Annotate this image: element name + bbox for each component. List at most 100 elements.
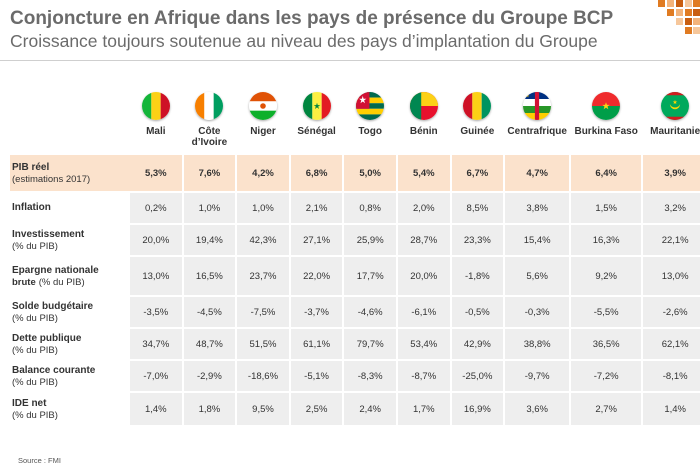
table-cell: 1,7%: [397, 393, 452, 425]
table-cell: 1,5%: [571, 193, 644, 223]
table-cell: 23,3%: [451, 225, 506, 255]
table-cell: -7,2%: [571, 361, 644, 391]
table-cell: 3,6%: [505, 393, 572, 425]
row-label-main: Balance courante: [12, 364, 96, 376]
table-cell: 22,1%: [643, 225, 700, 255]
table-row: Investissement (% du PIB) 20,0% 19,4% 42,3% 2…: [10, 223, 700, 255]
table-cell: -9,7%: [505, 361, 572, 391]
table-row: PIB réel (estimations 2017) 5,3% 7,6% 4,2% 6,…: [10, 154, 700, 191]
country-niger: Niger: [237, 92, 291, 154]
table-cell: 2,7%: [571, 393, 644, 425]
table-cell: 62,1%: [643, 329, 700, 359]
table-row: Dette publique (% du PIB) 34,7% 48,7% 51,5% 6…: [10, 327, 700, 359]
guinee-flag-icon: [463, 92, 492, 120]
row-label-main: IDE net: [12, 397, 47, 409]
row-label: Balance courante (% du PIB): [10, 361, 130, 391]
row-label-main: Epargne nationale: [12, 264, 99, 276]
table-cell: 1,4%: [643, 393, 700, 425]
table-cell: 25,9%: [344, 225, 398, 255]
row-label: Solde budgétaire (% du PIB): [10, 297, 130, 327]
header-corner: [10, 92, 130, 154]
row-label-main: Solde budgétaire: [12, 300, 94, 312]
table-cell: 42,3%: [237, 225, 291, 255]
table-cell: -1,8%: [451, 257, 506, 295]
country-header-row: Mali Côte d’Ivoire Niger Sénégal Togo: [10, 92, 700, 154]
table-row: IDE net (% du PIB) 1,4% 1,8% 9,5% 2,5% 2,4% 1,7…: [10, 391, 700, 425]
table-cell: 61,1%: [290, 329, 345, 359]
table-cell: 23,7%: [237, 257, 291, 295]
row-label: Dette publique (% du PIB): [10, 329, 130, 359]
table-cell: 5,0%: [344, 155, 398, 191]
row-label-line2: brute (% du PIB): [12, 277, 130, 288]
table-cell: 3,9%: [643, 155, 700, 191]
table-cell: -2,6%: [643, 297, 700, 327]
togo-flag-icon: [356, 92, 385, 120]
burkina-faso-flag-icon: [592, 92, 621, 120]
mali-flag-icon: [141, 92, 170, 120]
country-name: Guinée: [460, 126, 495, 137]
table-cell: 7,6%: [183, 155, 238, 191]
table-cell: -8,1%: [643, 361, 700, 391]
table-cell: -18,6%: [237, 361, 291, 391]
table-cell: 1,0%: [237, 193, 291, 223]
table-cell: 15,4%: [505, 225, 572, 255]
table-row: Inflation 0,2% 1,0% 1,0% 2,1% 0,8% 2,0% 8,5% 3,8…: [10, 191, 700, 223]
row-label-sub: (estimations 2017): [12, 173, 91, 185]
row-label-sub: (% du PIB): [12, 240, 58, 252]
table-cell: 16,9%: [451, 393, 506, 425]
country-name: Niger: [250, 126, 276, 137]
table-cell: -25,0%: [451, 361, 506, 391]
country-name: Côte d’Ivoire: [191, 126, 228, 148]
table-cell: 5,6%: [505, 257, 572, 295]
table-cell: -7,0%: [130, 361, 184, 391]
centrafrique-flag-icon: [523, 92, 552, 120]
page-subtitle: Croissance toujours soutenue au niveau d…: [10, 31, 598, 51]
table-cell: 5,3%: [130, 155, 184, 191]
row-label-main: Inflation: [12, 202, 51, 213]
table-cell: 16,3%: [571, 225, 644, 255]
benin-flag-icon: [409, 92, 438, 120]
table-cell: 4,2%: [237, 155, 291, 191]
country-name: Sénégal: [297, 126, 336, 137]
table-cell: 9,2%: [571, 257, 644, 295]
country-senegal: Sénégal: [291, 92, 345, 154]
senegal-flag-icon: [302, 92, 331, 120]
table-cell: -0,3%: [505, 297, 572, 327]
table-cell: 0,2%: [130, 193, 184, 223]
row-label-line2-bold: brute: [12, 276, 36, 288]
table-cell: 2,0%: [397, 193, 452, 223]
table-cell: 22,0%: [290, 257, 345, 295]
country-name: Bénin: [409, 126, 438, 137]
table-cell: 6,8%: [290, 155, 345, 191]
cote-divoire-flag-icon: [195, 92, 224, 120]
table-cell: 36,5%: [571, 329, 644, 359]
table-cell: 19,4%: [183, 225, 238, 255]
niger-flag-icon: [248, 92, 277, 120]
title-divider: [0, 60, 700, 61]
table-cell: -7,5%: [237, 297, 291, 327]
table-cell: 1,4%: [130, 393, 184, 425]
country-togo: Togo: [344, 92, 398, 154]
row-label-sub: (% du PIB): [12, 376, 58, 388]
row-label-main: Dette publique: [12, 332, 82, 344]
table-cell: -8,7%: [397, 361, 452, 391]
country-name: Mauritanie: [650, 126, 700, 137]
table-cell: 2,5%: [290, 393, 345, 425]
table-cell: 17,7%: [344, 257, 398, 295]
table-cell: 16,5%: [183, 257, 238, 295]
row-label-main: PIB réel: [12, 161, 50, 173]
table-cell: 53,4%: [397, 329, 452, 359]
table-cell: 8,5%: [451, 193, 506, 223]
header: Conjoncture en Afrique dans les pays de …: [10, 8, 660, 52]
country-name: Burkina Faso: [574, 126, 638, 137]
table-cell: 20,0%: [397, 257, 452, 295]
table-cell: 2,1%: [290, 193, 345, 223]
table-cell: -6,1%: [397, 297, 452, 327]
table-cell: 6,7%: [451, 155, 506, 191]
country-mali: Mali: [130, 92, 184, 154]
table-cell: -2,9%: [183, 361, 238, 391]
table-cell: 13,0%: [643, 257, 700, 295]
table-cell: -3,7%: [290, 297, 345, 327]
table-cell: 2,4%: [344, 393, 398, 425]
mauritanie-flag-icon: [661, 92, 690, 120]
